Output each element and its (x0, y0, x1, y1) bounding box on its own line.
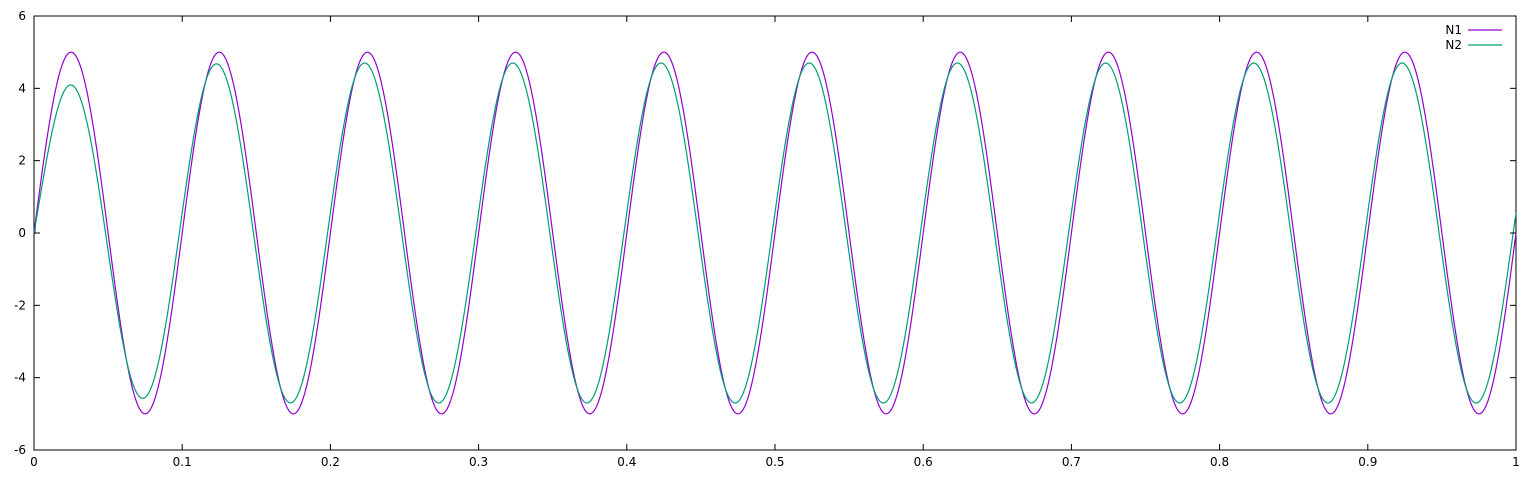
y-tick-label: -4 (14, 371, 26, 385)
legend-label-n1: N1 (1445, 23, 1462, 37)
x-tick-label: 0.1 (173, 455, 192, 469)
x-tick-label: 0.8 (1210, 455, 1229, 469)
series-layer (33, 51, 1517, 415)
y-tick-label: 2 (18, 154, 26, 168)
x-tick-label: 0.5 (765, 455, 784, 469)
y-tick-label: -6 (14, 443, 26, 457)
series-line-n2 (34, 62, 1517, 404)
x-tick-label: 0.2 (321, 455, 340, 469)
x-tick-label: 0.9 (1358, 455, 1377, 469)
y-tick-label: 4 (18, 81, 26, 95)
axes-layer: 0 0.1 0.2 0.3 0.4 0.5 0.6 0.7 0.8 0.9 1 6 4 2 0 -2 -4 -6 (14, 9, 1520, 469)
x-tick-label: 0.3 (469, 455, 488, 469)
y-tick-label: 0 (18, 226, 26, 240)
x-tick-label: 0.7 (1062, 455, 1081, 469)
y-tick-label: -2 (14, 298, 26, 312)
series-line-n1 (33, 51, 1517, 415)
x-tick-label: 1 (1512, 455, 1520, 469)
legend-label-n2: N2 (1445, 38, 1462, 52)
x-tick-label: 0 (30, 455, 38, 469)
x-tick-label: 0.6 (914, 455, 933, 469)
x-tick-label: 0.4 (617, 455, 636, 469)
y-tick-label: 6 (18, 9, 26, 23)
